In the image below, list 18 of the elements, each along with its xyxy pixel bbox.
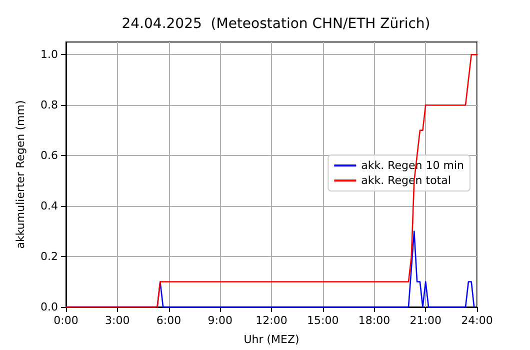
x-tick-label: 24:00: [461, 314, 493, 327]
y-tick-label: 0.0: [40, 300, 58, 314]
y-tick-label: 1.0: [40, 48, 58, 62]
x-axis-title: Uhr (MEZ): [244, 333, 300, 346]
x-tick-label: 9:00: [208, 314, 232, 327]
y-tick-label: 0.4: [40, 200, 58, 213]
x-tick-label: 12:00: [256, 314, 288, 327]
y-axis-title: akkumulierter Regen (mm): [14, 100, 27, 249]
y-tick-label: 0.2: [40, 250, 58, 264]
x-tick-label: 15:00: [307, 314, 339, 327]
x-tick-label: 18:00: [358, 314, 390, 327]
x-tick-label: 3:00: [105, 314, 130, 327]
x-tick-label: 21:00: [410, 314, 442, 327]
x-tick-label: 0:00: [54, 314, 78, 327]
y-tick-label: 0.8: [40, 98, 58, 112]
y-tick-label: 0.6: [40, 149, 58, 162]
chart-title: 24.04.2025 (Meteostation CHN/ETH Zürich): [122, 16, 430, 32]
x-tick-label: 6:00: [156, 314, 182, 327]
